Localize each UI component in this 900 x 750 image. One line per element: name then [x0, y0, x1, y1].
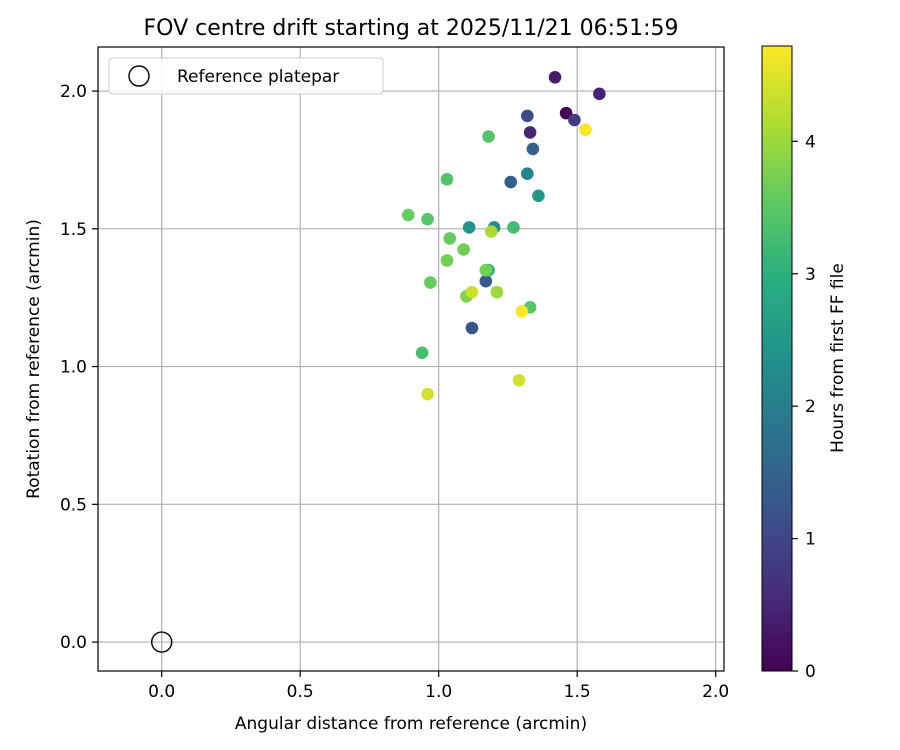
- data-point: [532, 189, 545, 203]
- data-point: [465, 285, 479, 299]
- data-point: [512, 374, 526, 387]
- x-tick-label: 0.5: [287, 682, 314, 702]
- data-point: [504, 175, 518, 189]
- colorbar-tick-label: 1: [805, 530, 816, 550]
- data-point: [490, 285, 504, 299]
- data-point: [521, 109, 534, 123]
- data-point: [559, 106, 573, 120]
- data-point: [465, 321, 479, 335]
- data-point: [440, 254, 454, 267]
- data-point: [521, 167, 534, 181]
- data-point: [424, 276, 437, 289]
- colorbar: 0 1 2 3 4 Hours from first FF file: [761, 45, 848, 682]
- data-point: [482, 130, 495, 143]
- colorbar-ticks: 0 1 2 3 4: [792, 132, 816, 682]
- colorbar-tick-label: 2: [805, 397, 816, 417]
- data-point: [462, 221, 476, 234]
- y-axis-label: Rotation from reference (arcmin): [24, 219, 44, 499]
- data-point: [548, 71, 562, 84]
- y-tick-label: 2.0: [60, 82, 87, 102]
- reference-marker-group: [151, 631, 173, 653]
- data-point: [443, 232, 457, 245]
- legend: Reference platepar: [108, 57, 384, 95]
- colorbar-tick-label: 3: [805, 265, 816, 285]
- legend-box: [108, 57, 384, 95]
- data-point: [485, 225, 498, 238]
- x-tick-label: 1.0: [425, 682, 452, 702]
- y-tick-label: 1.5: [60, 220, 87, 240]
- data-point: [415, 346, 429, 360]
- data-point: [568, 113, 581, 127]
- grid-lines: [98, 47, 724, 671]
- data-point: [593, 87, 606, 101]
- data-point: [507, 221, 520, 234]
- data-point: [479, 274, 493, 288]
- data-point: [421, 212, 434, 226]
- colorbar-label: Hours from first FF file: [828, 263, 848, 453]
- legend-marker-open-circle: [128, 65, 150, 87]
- y-axis-ticks: 0.0 0.5 1.0 1.5 2.0: [60, 82, 98, 653]
- data-point: [523, 126, 537, 139]
- data-point: [457, 243, 470, 256]
- data-point: [440, 172, 454, 186]
- x-tick-label: 0.0: [148, 682, 175, 702]
- chart-title: FOV centre drift starting at 2025/11/21 …: [144, 16, 679, 41]
- data-points: [401, 71, 606, 401]
- x-axis-label: Angular distance from reference (arcmin): [235, 714, 587, 734]
- y-tick-label: 1.0: [60, 358, 87, 378]
- plot-frame: [97, 46, 725, 672]
- data-point: [515, 305, 529, 318]
- data-point: [479, 263, 493, 277]
- y-tick-label: 0.5: [60, 495, 87, 515]
- data-point: [401, 208, 415, 222]
- reference-marker: [151, 631, 173, 653]
- data-point: [579, 123, 592, 136]
- colorbar-tick-label: 0: [805, 662, 816, 682]
- colorbar-tick-label: 4: [805, 132, 816, 152]
- x-tick-label: 2.0: [702, 682, 729, 702]
- y-tick-label: 0.0: [60, 633, 87, 653]
- data-point: [526, 142, 540, 156]
- legend-label: Reference platepar: [177, 67, 339, 87]
- data-point: [421, 387, 434, 401]
- x-tick-label: 1.5: [564, 682, 591, 702]
- colorbar-gradient: [761, 45, 793, 672]
- x-axis-ticks: 0.0 0.5 1.0 1.5 2.0: [148, 671, 729, 702]
